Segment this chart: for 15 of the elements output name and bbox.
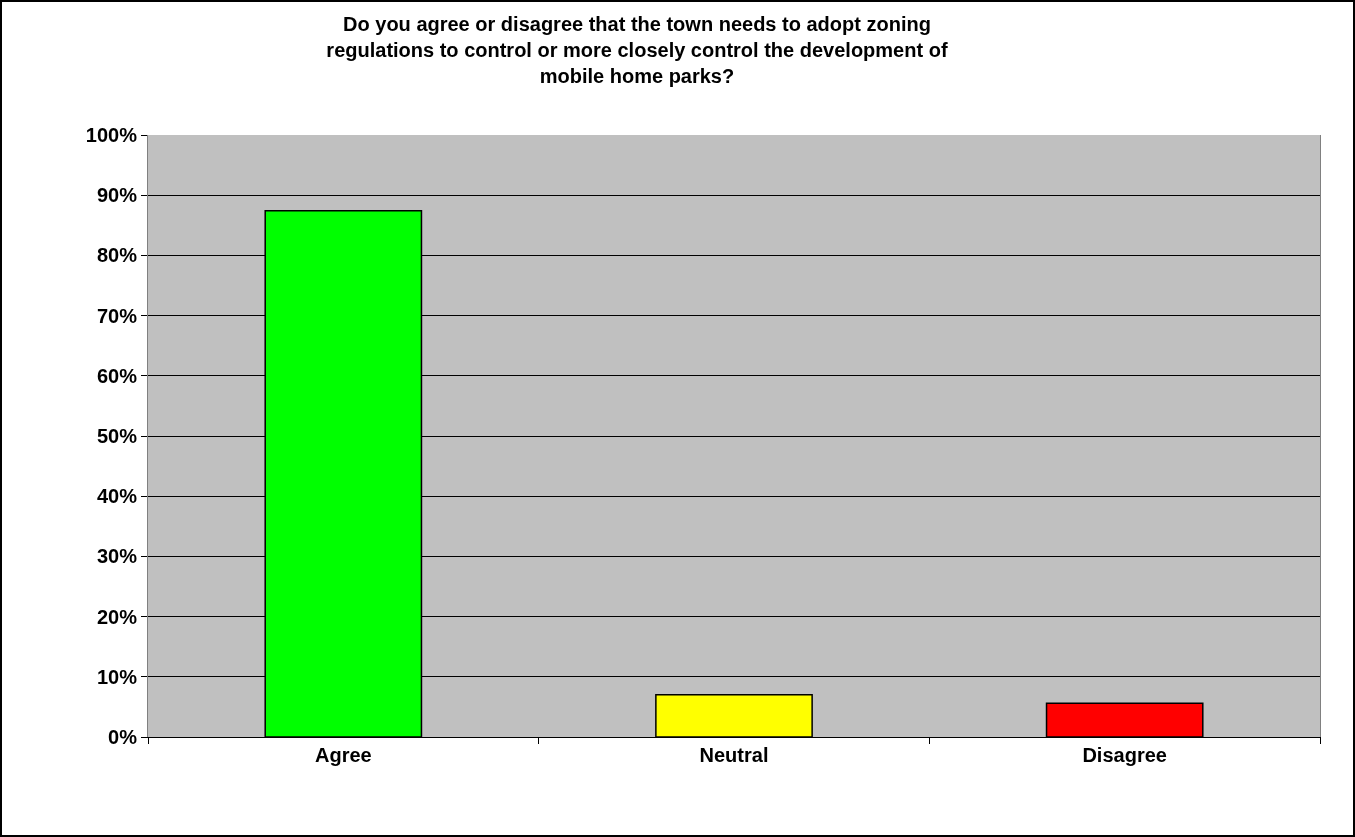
chart-title: Do you agree or disagree that the town needs to adopt zoning regulations to control or more closely control the development of mobile home parks? bbox=[326, 13, 948, 88]
x-tick-label: Agree bbox=[314, 744, 372, 766]
y-tick-label: 0% bbox=[108, 726, 138, 748]
y-tick-label: 90% bbox=[96, 184, 138, 207]
y-tick-label: 50% bbox=[96, 425, 138, 447]
x-tick-label: Neutral bbox=[699, 744, 769, 766]
y-tick-label: 30% bbox=[96, 545, 138, 568]
y-tick-label: 70% bbox=[96, 304, 138, 327]
y-tick-label: 10% bbox=[96, 665, 138, 688]
y-tick-label: 40% bbox=[96, 485, 138, 508]
y-tick-label: 80% bbox=[96, 244, 138, 267]
x-tick-label: Disagree bbox=[1082, 744, 1167, 766]
y-tick-label: 100% bbox=[85, 124, 138, 146]
y-tick-label: 20% bbox=[96, 605, 138, 628]
y-tick-label: 60% bbox=[96, 364, 138, 387]
